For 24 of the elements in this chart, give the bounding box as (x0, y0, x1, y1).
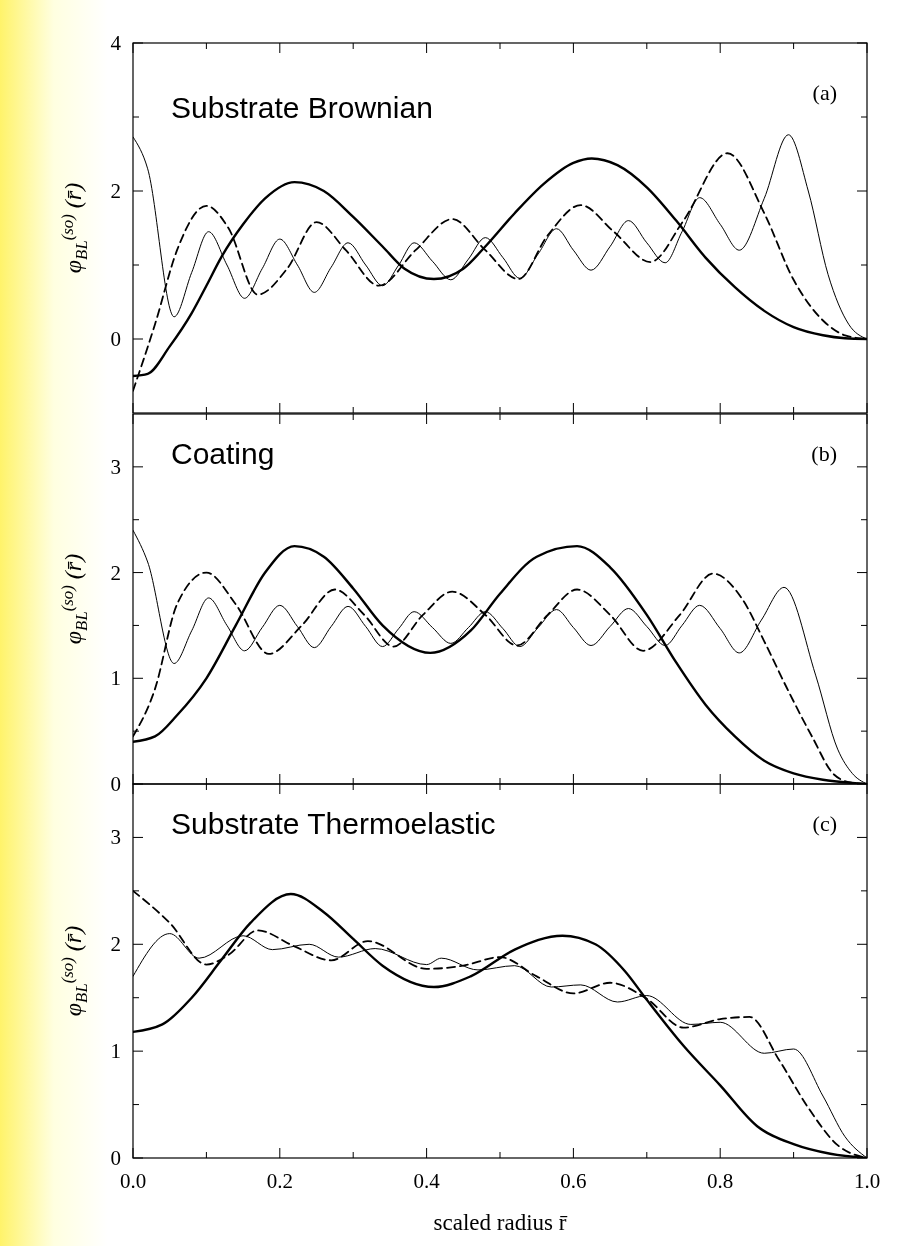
y-tick-label: 3 (110, 825, 121, 850)
y-tick-label: 4 (110, 31, 122, 55)
y-tick-label: 2 (110, 179, 121, 203)
x-tick-label: 1.0 (853, 1169, 881, 1193)
x-tick-label: 0.6 (560, 1169, 587, 1193)
x-axis-title: scaled radius r̄ (433, 1210, 568, 1235)
y-tick-label: 0 (110, 772, 121, 796)
x-tick-label: 0.4 (413, 1169, 441, 1193)
y-tick-label: 2 (110, 560, 121, 585)
text: Substrate Thermoelastic (171, 807, 496, 840)
text: Substrate Brownian (171, 91, 433, 124)
annotation: (c) (812, 811, 837, 836)
y-tick-label: 2 (110, 932, 121, 957)
annotation: (a) (812, 80, 837, 105)
text: Coating (171, 437, 275, 470)
x-tick-label: 0.0 (119, 1169, 147, 1193)
x-tick-label: 0.2 (266, 1169, 293, 1193)
annotation: (b) (811, 441, 837, 466)
y-tick-label: 3 (110, 454, 121, 479)
y-tick-label: 0 (110, 327, 121, 351)
y-tick-label: 1 (110, 666, 121, 691)
x-tick-label: 0.8 (707, 1169, 734, 1193)
y-tick-label: 1 (110, 1039, 121, 1064)
y-tick-label: 0 (110, 1146, 121, 1170)
